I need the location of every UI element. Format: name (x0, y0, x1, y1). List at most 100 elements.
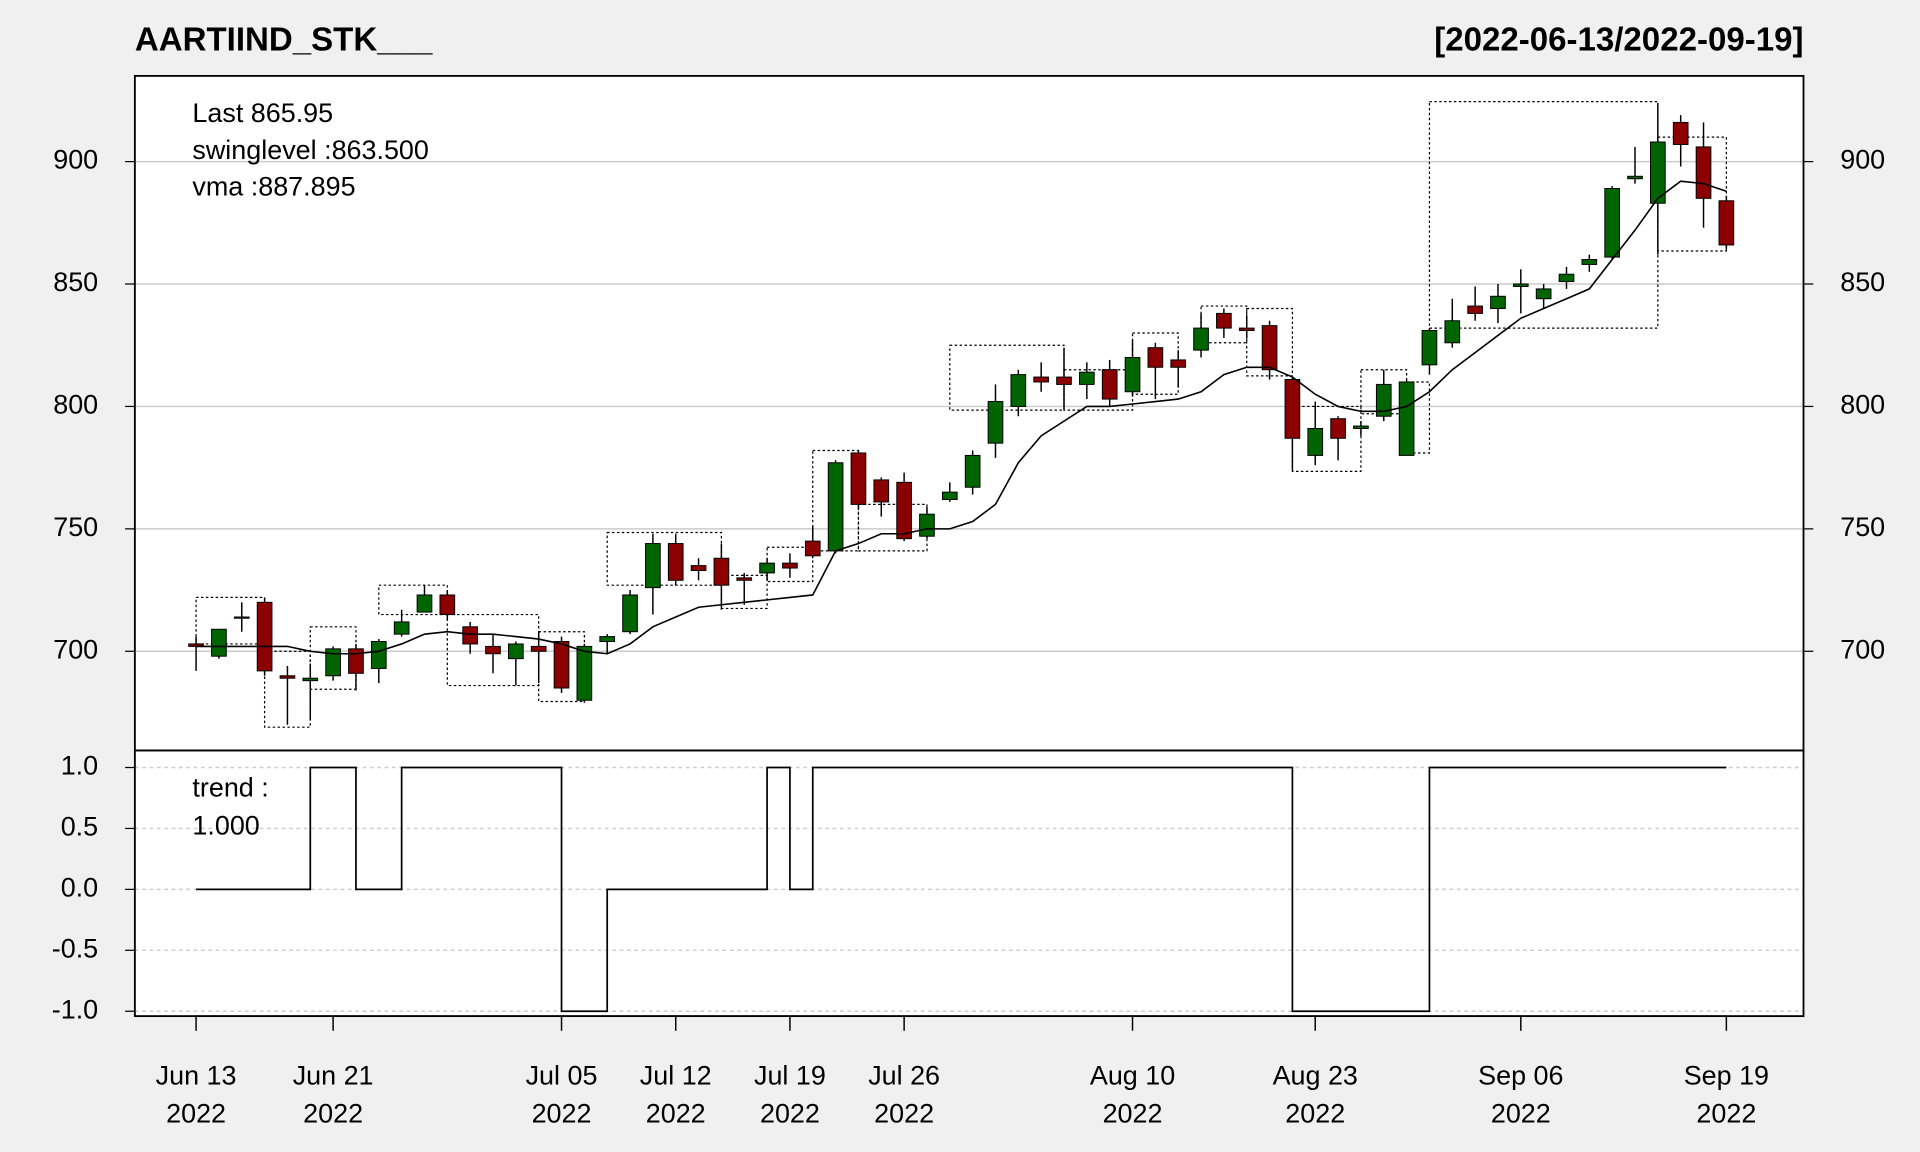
candle-body (622, 594, 638, 633)
chart-title: AARTIIND_STK___ (135, 21, 433, 58)
legend-text: swinglevel :863.500 (192, 135, 428, 165)
y-tick-label: 900 (53, 145, 98, 175)
candle-body (279, 675, 296, 679)
candle-body (576, 645, 593, 701)
candle-body (1353, 425, 1369, 429)
candle-body (896, 481, 912, 540)
candle-body (1147, 347, 1164, 368)
candle-body (1124, 356, 1141, 393)
candle-body (1650, 141, 1666, 204)
candle-body (462, 626, 478, 645)
candle-body (1444, 320, 1461, 344)
swing-box (195, 596, 266, 645)
candle-body (1330, 418, 1346, 439)
swing-box (1657, 136, 1727, 252)
candle-body (827, 462, 844, 552)
candle-body (690, 565, 707, 571)
candle-body (759, 562, 775, 574)
swing-box (446, 613, 540, 687)
candle-body (850, 452, 867, 505)
candle-body (804, 540, 821, 557)
candle-body (325, 648, 341, 677)
vma-line (196, 180, 1727, 655)
candle-body (1033, 376, 1049, 383)
x-tick-label: Jul 05 (526, 1060, 598, 1090)
candle-body (713, 557, 730, 586)
candle-body (1010, 374, 1027, 407)
candle-body (1512, 283, 1529, 287)
x-tick-label: Jun 21 (293, 1060, 374, 1090)
trend-frame (133, 749, 1805, 1018)
candle-body (1490, 295, 1506, 309)
candle-body (1056, 376, 1072, 385)
candle-body (667, 543, 684, 581)
y-tick-label: 1.0 (61, 751, 98, 781)
candle-body (416, 594, 433, 613)
y-tick-label: 0.0 (61, 872, 98, 902)
candle-body (1307, 427, 1324, 456)
candle-body (1535, 288, 1552, 300)
y-tick-label: 800 (53, 390, 98, 420)
candle-body (439, 594, 456, 616)
y-tick-label: 850 (53, 267, 98, 297)
legend-text: vma :887.895 (192, 172, 355, 202)
candle-body (530, 645, 547, 652)
y-tick-label: 700 (53, 634, 98, 664)
x-tick-label: Jul 26 (868, 1060, 940, 1090)
date-range: [2022-06-13/2022-09-19] (1434, 21, 1803, 58)
x-tick-label: 2022 (646, 1098, 706, 1128)
candle-body (873, 479, 890, 503)
swing-box (949, 344, 1065, 411)
candle-body (1558, 273, 1575, 283)
candle-body (782, 562, 798, 569)
candle-body (599, 636, 616, 642)
trend-panel (134, 750, 1804, 1017)
y-tick-label: 750 (53, 512, 98, 542)
candle-body (1170, 359, 1187, 368)
legend-text: trend : (192, 773, 268, 803)
x-tick-label: Aug 23 (1273, 1060, 1358, 1090)
candle-body (1375, 383, 1392, 417)
candle-body (1421, 330, 1438, 366)
candle-body (1238, 327, 1255, 332)
x-tick-label: 2022 (874, 1098, 934, 1128)
legend-text: Last 865.95 (192, 98, 333, 128)
swing-box (1246, 307, 1294, 377)
x-tick-label: 2022 (303, 1098, 363, 1128)
plot-layer: 700 700 750 750 800 800 850 850 900 900 Last 865.9… (52, 98, 1885, 1128)
y-tick-label: -0.5 (52, 933, 98, 963)
candle-body (1604, 188, 1621, 258)
candle-body (1284, 379, 1301, 439)
x-tick-label: Jun 13 (156, 1060, 237, 1090)
x-tick-label: 2022 (166, 1098, 226, 1128)
candle-body (1216, 312, 1232, 329)
candle-body (1467, 305, 1483, 314)
x-tick-label: Aug 10 (1090, 1060, 1175, 1090)
candle-body (1627, 175, 1643, 180)
y-tick-label-right: 750 (1840, 512, 1885, 542)
x-tick-label: Jul 19 (754, 1060, 826, 1090)
x-tick-label: 2022 (760, 1098, 820, 1128)
candle-body (1261, 325, 1278, 371)
candle-body (1672, 121, 1689, 145)
candle-body (393, 621, 410, 635)
x-tick-label: 2022 (1103, 1098, 1163, 1128)
x-tick-label: 2022 (1491, 1098, 1551, 1128)
candle-body (987, 401, 1004, 444)
y-tick-label-right: 850 (1840, 267, 1885, 297)
candle-body (736, 577, 753, 581)
candle-body (1581, 259, 1598, 265)
y-tick-label-right: 900 (1840, 145, 1885, 175)
candle-body (508, 643, 524, 660)
candle-body (233, 616, 250, 619)
candle-body (919, 513, 935, 537)
candle-body (553, 641, 570, 689)
candle-body (941, 491, 958, 500)
x-tick-label: 2022 (1285, 1098, 1345, 1128)
x-tick-label: Sep 06 (1478, 1060, 1563, 1090)
swing-box (857, 503, 928, 552)
candle-body (302, 677, 319, 682)
y-tick-label: 0.5 (61, 812, 98, 842)
candle-body (1079, 371, 1095, 385)
